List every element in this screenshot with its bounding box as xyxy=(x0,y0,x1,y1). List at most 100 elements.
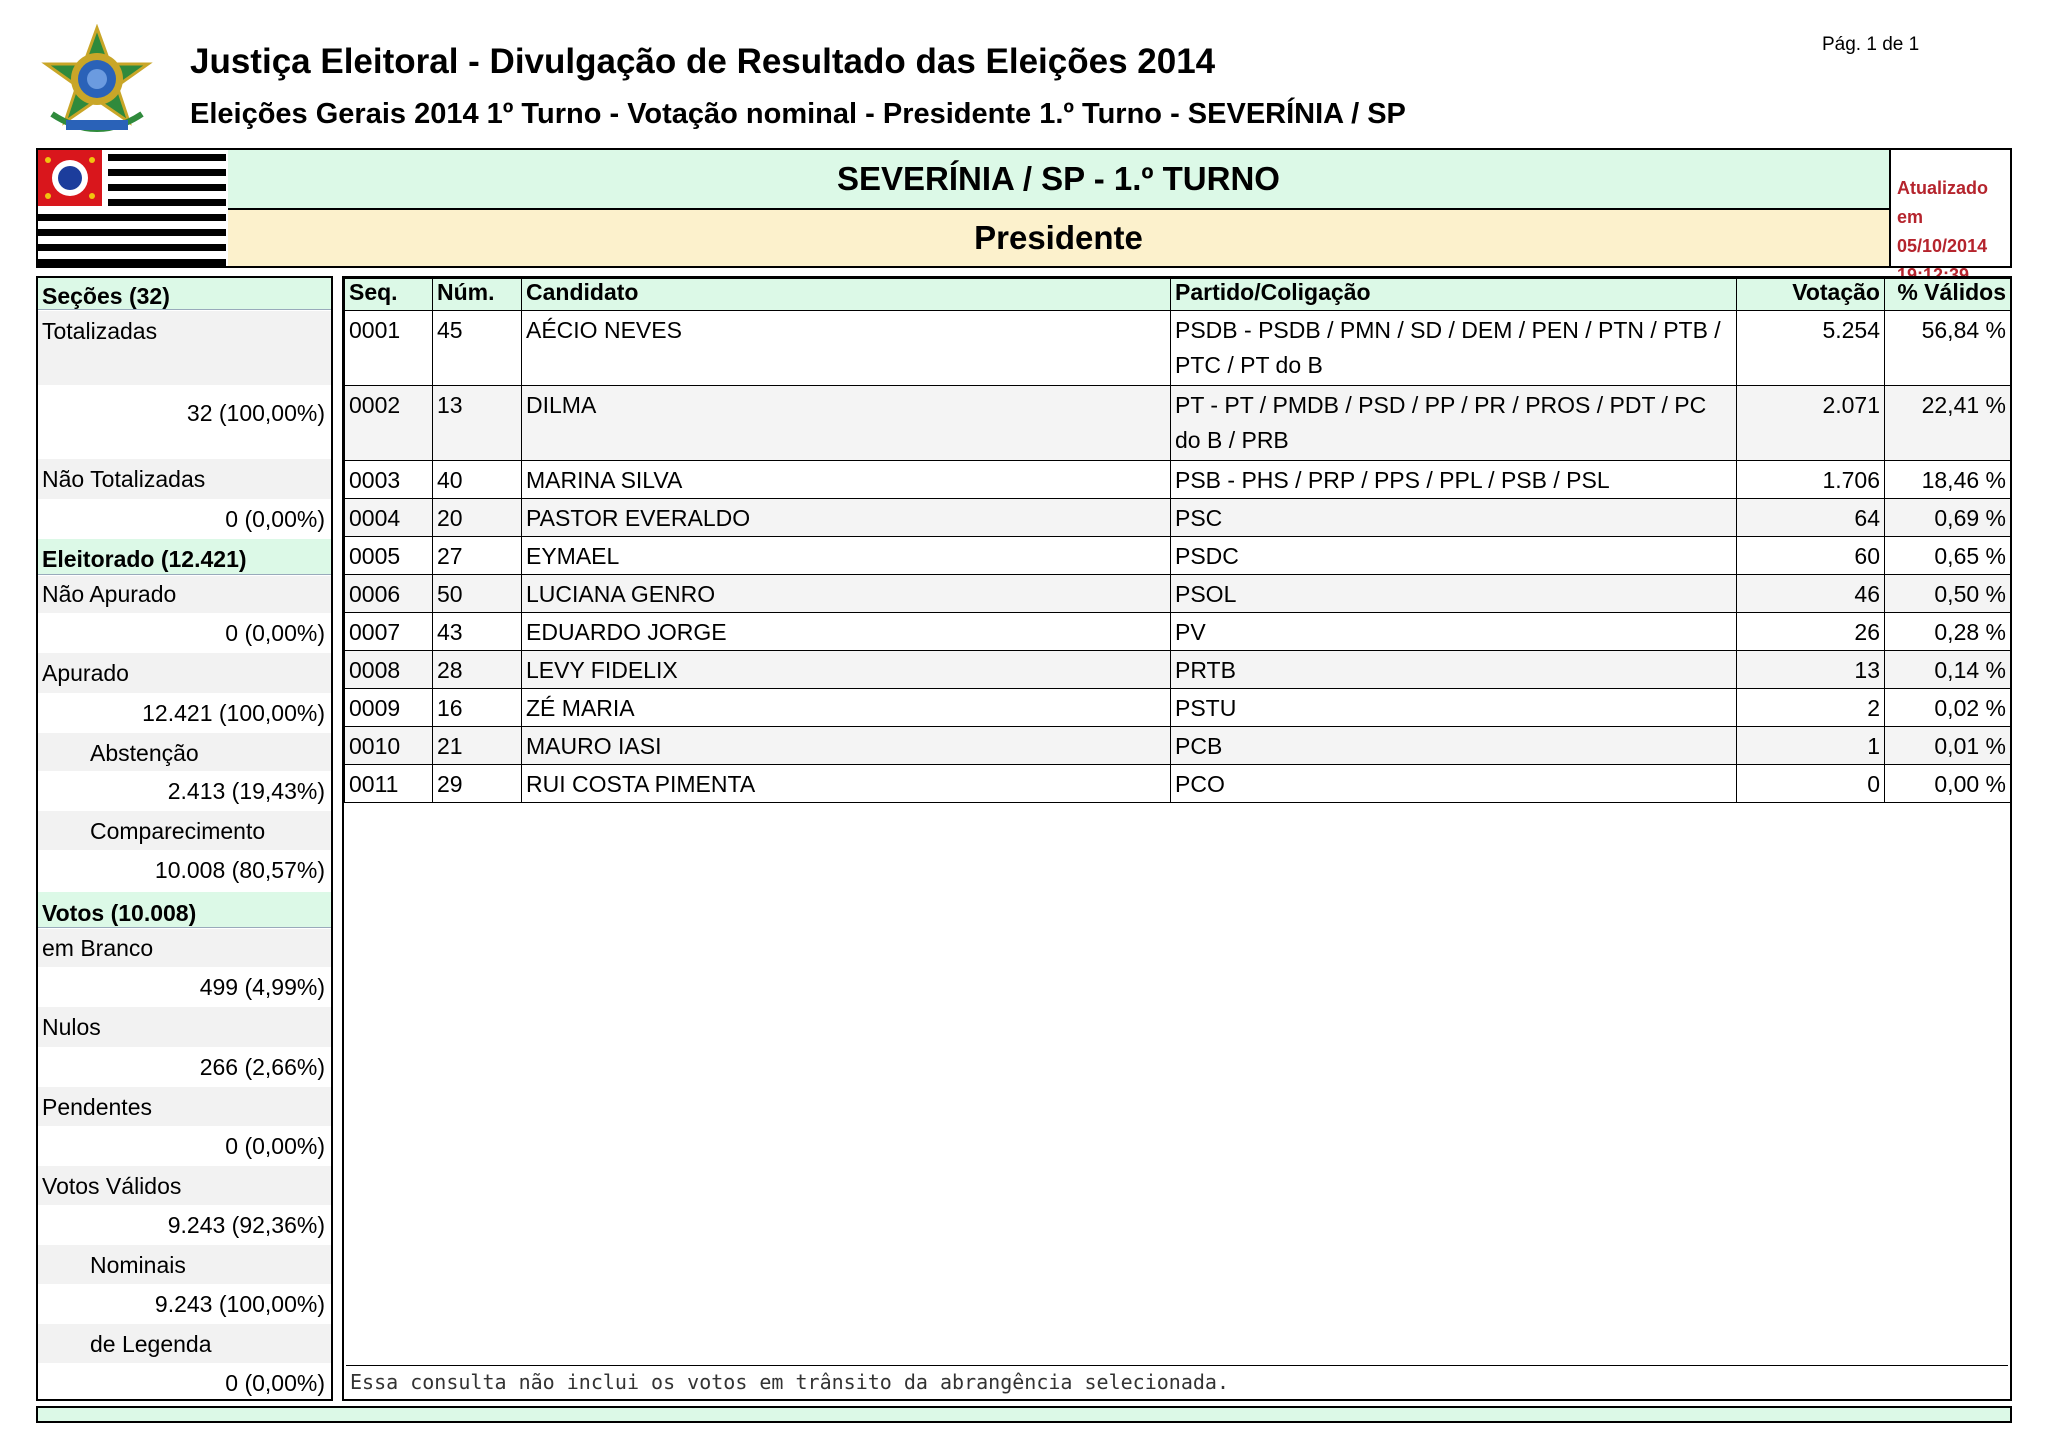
nao-apurado-value: 0 (0,00%) xyxy=(38,613,331,653)
cell-pct: 56,84 % xyxy=(1884,310,2011,386)
nao-totalizadas-value: 0 (0,00%) xyxy=(38,499,331,539)
sao-paulo-flag-icon xyxy=(38,150,230,266)
cell-num: 29 xyxy=(432,764,522,803)
cell-candidate: MAURO IASI xyxy=(521,726,1171,765)
apurado-label: Apurado xyxy=(38,653,331,693)
cell-candidate: PASTOR EVERALDO xyxy=(521,498,1171,537)
abstencao-value: 2.413 (19,43%) xyxy=(38,771,331,811)
cell-num: 50 xyxy=(432,574,522,613)
footnote: Essa consulta não inclui os votos em trâ… xyxy=(346,1365,2008,1397)
cell-num: 27 xyxy=(432,536,522,575)
cell-votes: 64 xyxy=(1736,498,1885,537)
pendentes-value: 0 (0,00%) xyxy=(38,1126,331,1166)
cell-votes: 2 xyxy=(1736,688,1885,727)
table-row: 0011 29 RUI COSTA PIMENTA PCO 0 0,00 % xyxy=(344,764,2011,803)
cell-seq: 0008 xyxy=(344,650,433,689)
cell-num: 16 xyxy=(432,688,522,727)
office-heading: Presidente xyxy=(228,210,1889,266)
comparecimento-label: Comparecimento xyxy=(38,811,331,850)
apurado-value: 12.421 (100,00%) xyxy=(38,693,331,733)
title-band: SEVERÍNIA / SP - 1.º TURNO Presidente At… xyxy=(36,148,2012,285)
cell-party: PCB xyxy=(1170,726,1737,765)
table-row: 0005 27 EYMAEL PSDC 60 0,65 % xyxy=(344,536,2011,575)
cell-pct: 0,00 % xyxy=(1884,764,2011,803)
cell-pct: 0,50 % xyxy=(1884,574,2011,613)
cell-votes: 26 xyxy=(1736,612,1885,651)
cell-seq: 0001 xyxy=(344,310,433,386)
col-num: Núm. xyxy=(432,278,522,311)
cell-party: PSOL xyxy=(1170,574,1737,613)
cell-candidate: DILMA xyxy=(521,385,1171,461)
branco-value: 499 (4,99%) xyxy=(38,967,331,1007)
cell-candidate: LUCIANA GENRO xyxy=(521,574,1171,613)
table-row: 0002 13 DILMA PT - PT / PMDB / PSD / PP … xyxy=(344,385,2011,461)
update-timestamp: Atualizado em 05/10/2014 19:12:39 xyxy=(1889,150,2010,285)
cell-votes: 13 xyxy=(1736,650,1885,689)
table-row: 0010 21 MAURO IASI PCB 1 0,01 % xyxy=(344,726,2011,765)
totalizadas-label: Totalizadas xyxy=(38,311,331,385)
table-row: 0007 43 EDUARDO JORGE PV 26 0,28 % xyxy=(344,612,2011,651)
secoes-heading: Seções (32) xyxy=(38,278,331,310)
location-heading: SEVERÍNIA / SP - 1.º TURNO xyxy=(228,150,1889,210)
page-number: Pág. 1 de 1 xyxy=(1822,34,1920,55)
branco-label: em Branco xyxy=(38,929,331,967)
footer-bar xyxy=(36,1406,2012,1423)
update-date: 05/10/2014 xyxy=(1897,236,1988,256)
col-seq: Seq. xyxy=(344,278,433,311)
cell-num: 40 xyxy=(432,460,522,499)
cell-pct: 22,41 % xyxy=(1884,385,2011,461)
results-panel: Seq. Núm. Candidato Partido/Coligação Vo… xyxy=(342,276,2012,1401)
cell-pct: 18,46 % xyxy=(1884,460,2011,499)
table-row: 0003 40 MARINA SILVA PSB - PHS / PRP / P… xyxy=(344,460,2011,499)
cell-votes: 0 xyxy=(1736,764,1885,803)
summary-panel: Seções (32) Totalizadas 32 (100,00%) Não… xyxy=(36,276,333,1401)
cell-party: PRTB xyxy=(1170,650,1737,689)
cell-party: PSDC xyxy=(1170,536,1737,575)
cell-num: 13 xyxy=(432,385,522,461)
nominais-value: 9.243 (100,00%) xyxy=(38,1284,331,1324)
votos-heading: Votos (10.008) xyxy=(38,892,331,928)
cell-seq: 0004 xyxy=(344,498,433,537)
votos-validos-label: Votos Válidos xyxy=(38,1166,331,1205)
nao-totalizadas-label: Não Totalizadas xyxy=(38,459,331,499)
comparecimento-value: 10.008 (80,57%) xyxy=(38,850,331,890)
cell-candidate: AÉCIO NEVES xyxy=(521,310,1171,386)
eleitorado-heading: Eleitorado (12.421) xyxy=(38,539,331,575)
cell-seq: 0010 xyxy=(344,726,433,765)
cell-votes: 1 xyxy=(1736,726,1885,765)
col-party: Partido/Coligação xyxy=(1170,278,1737,311)
cell-candidate: ZÉ MARIA xyxy=(521,688,1171,727)
table-row: 0009 16 ZÉ MARIA PSTU 2 0,02 % xyxy=(344,688,2011,727)
cell-pct: 0,02 % xyxy=(1884,688,2011,727)
cell-seq: 0009 xyxy=(344,688,433,727)
totalizadas-value: 32 (100,00%) xyxy=(38,385,331,459)
legenda-value: 0 (0,00%) xyxy=(38,1363,331,1399)
cell-seq: 0002 xyxy=(344,385,433,461)
nominais-label: Nominais xyxy=(38,1245,331,1284)
nulos-value: 266 (2,66%) xyxy=(38,1047,331,1087)
cell-party: PV xyxy=(1170,612,1737,651)
cell-party: PT - PT / PMDB / PSD / PP / PR / PROS / … xyxy=(1170,385,1737,461)
table-row: 0008 28 LEVY FIDELIX PRTB 13 0,14 % xyxy=(344,650,2011,689)
document-title: Justiça Eleitoral - Divulgação de Result… xyxy=(190,42,1216,81)
cell-candidate: RUI COSTA PIMENTA xyxy=(521,764,1171,803)
cell-candidate: EDUARDO JORGE xyxy=(521,612,1171,651)
cell-num: 28 xyxy=(432,650,522,689)
pendentes-label: Pendentes xyxy=(38,1087,331,1126)
cell-votes: 60 xyxy=(1736,536,1885,575)
cell-seq: 0003 xyxy=(344,460,433,499)
nulos-label: Nulos xyxy=(38,1007,331,1047)
table-header-row: Seq. Núm. Candidato Partido/Coligação Vo… xyxy=(344,278,2011,311)
cell-seq: 0007 xyxy=(344,612,433,651)
table-row: 0004 20 PASTOR EVERALDO PSC 64 0,69 % xyxy=(344,498,2011,537)
cell-num: 43 xyxy=(432,612,522,651)
cell-pct: 0,65 % xyxy=(1884,536,2011,575)
cell-party: PSB - PHS / PRP / PPS / PPL / PSB / PSL xyxy=(1170,460,1737,499)
cell-pct: 0,28 % xyxy=(1884,612,2011,651)
cell-num: 45 xyxy=(432,310,522,386)
cell-pct: 0,01 % xyxy=(1884,726,2011,765)
cell-num: 20 xyxy=(432,498,522,537)
nao-apurado-label: Não Apurado xyxy=(38,576,331,613)
table-row: 0001 45 AÉCIO NEVES PSDB - PSDB / PMN / … xyxy=(344,310,2011,386)
cell-votes: 1.706 xyxy=(1736,460,1885,499)
